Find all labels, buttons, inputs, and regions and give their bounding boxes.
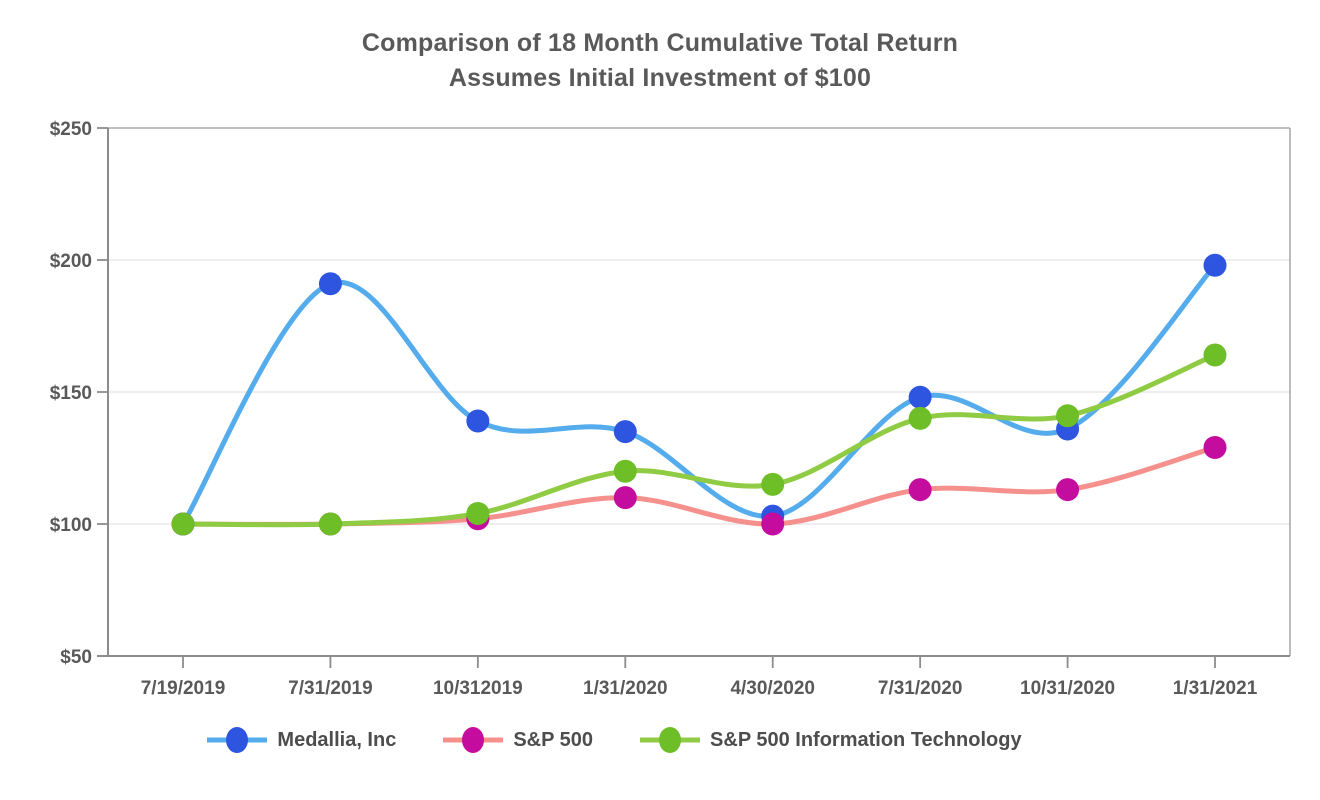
legend-item-s-p-500: S&P 500 [442, 724, 593, 756]
data-point-medallia-inc [908, 385, 932, 409]
y-axis-label: $100 [50, 515, 92, 536]
data-point-s-p-500-information-technology [171, 512, 195, 536]
legend-marker-icon [640, 727, 701, 753]
data-point-s-p-500 [613, 486, 637, 510]
series-line-s-p-500-information-technology [180, 352, 1218, 528]
legend-marker-icon [207, 727, 268, 753]
legend-marker [462, 727, 485, 753]
legend-marker [226, 727, 249, 753]
y-axis-label: $50 [60, 647, 92, 668]
x-axis-label: 7/31/2020 [878, 678, 963, 699]
data-point-s-p-500-information-technology [761, 472, 785, 496]
data-point-s-p-500 [1203, 435, 1227, 459]
y-axis-label: $250 [50, 119, 92, 140]
legend-marker [659, 727, 682, 753]
y-axis-label: $200 [50, 251, 92, 272]
x-axis-label: 1/31/2021 [1173, 678, 1258, 699]
x-axis-label: 1/31/2020 [583, 678, 668, 699]
data-point-s-p-500-information-technology [1203, 343, 1227, 367]
data-point-s-p-500-information-technology [466, 501, 490, 525]
x-axis-label: 10/31/2020 [1020, 678, 1115, 699]
data-point-medallia-inc [466, 409, 490, 433]
legend-item-medallia-inc: Medallia, Inc [206, 724, 396, 756]
y-axis-label: $150 [50, 383, 92, 404]
legend-label: S&P 500 Information Technology [710, 728, 1022, 751]
legend-marker-icon [443, 727, 504, 753]
data-point-s-p-500-information-technology [1056, 404, 1080, 428]
data-point-s-p-500-information-technology [908, 406, 932, 430]
legend-label: S&P 500 [513, 728, 594, 751]
data-point-s-p-500 [761, 512, 785, 536]
x-axis-label: 7/19/2019 [141, 678, 226, 699]
data-point-s-p-500-information-technology [613, 459, 637, 483]
data-point-medallia-inc [613, 420, 637, 444]
x-axis-label: 7/31/2019 [288, 678, 373, 699]
legend-item-s-p-500-information-technology: S&P 500 Information Technology [639, 724, 1022, 756]
legend-label: Medallia, Inc [277, 728, 397, 751]
x-axis-label: 4/30/2020 [730, 678, 815, 699]
x-axis-label: 10/312019 [433, 678, 523, 699]
chart-title-line2: Assumes Initial Investment of $100 [448, 64, 872, 92]
data-point-s-p-500 [1056, 478, 1080, 502]
legend: Medallia, Inc S&P 500 S&P 500 Information … [0, 724, 1274, 756]
data-point-medallia-inc [318, 272, 342, 296]
chart-title: Comparison of 18 Month Cumulative Total … [0, 26, 1320, 96]
chart-title-line1: Comparison of 18 Month Cumulative Total … [361, 29, 959, 57]
data-point-s-p-500 [908, 478, 932, 502]
data-point-medallia-inc [1203, 253, 1227, 277]
data-point-s-p-500-information-technology [318, 512, 342, 536]
